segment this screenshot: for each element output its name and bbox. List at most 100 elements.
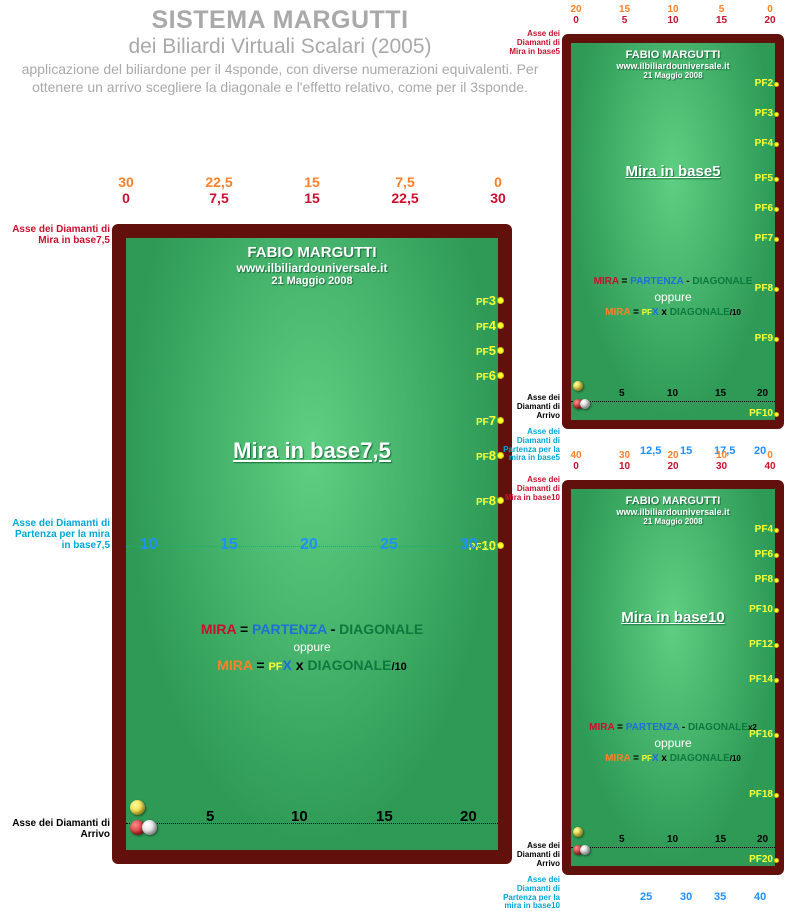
pf-label-7: PF7 [476,413,496,428]
pf-label-4: PF4 [476,318,496,333]
pf-label-7: PF7 [755,233,773,244]
table-base5: 2001551010515020 FABIO MARGUTTI www.ilbi… [562,34,784,429]
pf-dot [774,608,779,613]
arrival-scale-tick: 20 [757,388,768,399]
credit-date: 21 Maggio 2008 [126,275,498,287]
pf-label-8: PF8 [476,493,496,508]
pf-label-6: PF6 [755,203,773,214]
top-scale-tick: 200 [562,4,590,26]
pf-dot [774,177,779,182]
arrival-scale-tick: 5 [619,834,625,845]
formula-5: MIRA = PARTENZA - DIAGONALE oppure MIRA … [571,273,775,321]
label-asse-mira-75: Asse dei Diamanti di Mira in base7,5 [4,224,110,246]
arrival-scale-tick: 15 [715,834,726,845]
table-base10: 400301020201030040 FABIO MARGUTTI www.il… [562,480,784,875]
departure-tick: 40 [754,891,766,903]
departure-scale-tick: 20 [300,536,318,554]
pf-label-5: PF5 [755,173,773,184]
arrival-line-10 [571,847,775,848]
top-scale-tick: 7,522,5 [391,174,419,206]
top-scale-tick: 300 [112,174,140,206]
top-scale-tick: 155 [611,4,639,26]
pf-label-10: PF10 [749,408,773,419]
top-scale-tick: 020 [756,4,784,26]
pf-dot [497,322,504,329]
arrival-scale-tick: 10 [667,388,678,399]
credit-10: FABIO MARGUTTI www.ilbiliardouniversale.… [571,495,775,526]
balls-5 [573,378,587,414]
pf-dot [774,643,779,648]
pf-label-9: PF9 [755,333,773,344]
f-oppure: oppure [126,640,498,654]
top-scale-tick: 040 [756,450,784,472]
pf-label-4: PF4 [755,524,773,535]
pf-dot [774,528,779,533]
departure-tick: 35 [714,891,726,903]
pf-dot [774,142,779,147]
pf-dot [774,207,779,212]
pf-dot [497,347,504,354]
pf-label-2: PF2 [755,78,773,89]
pf-dot [774,858,779,863]
departure-scale-tick: 10 [140,536,158,554]
label-asse-partenza-75: Asse dei Diamanti di Partenza per la mir… [4,518,110,551]
balls-75 [130,800,154,840]
f-diagonale: DIAGONALE [339,621,423,637]
pf-dot [774,553,779,558]
pf-label-3: PF3 [476,293,496,308]
top-scale-tick: 400 [562,450,590,472]
pf-label-4: PF4 [755,138,773,149]
pf-label-6: PF6 [476,368,496,383]
pf-label-10: PF10 [749,604,773,615]
top-scale-tick: 22,57,5 [205,174,233,206]
pf-dot [774,337,779,342]
pf-label-12: PF12 [749,639,773,650]
subtitle: dei Biliardi Virtuali Scalari (2005) [10,35,550,59]
credit-site: www.ilbiliardouniversale.it [126,261,498,275]
arrival-scale-tick: 10 [667,834,678,845]
header-block: SISTEMA MARGUTTI dei Biliardi Virtuali S… [10,6,550,96]
pf-label-20: PF20 [749,854,773,865]
label-asse-mira-5: Asse dei Diamanti di Mira in base5 [500,30,560,56]
pf-label-8: PF8 [755,574,773,585]
ball-yellow [130,800,145,815]
pf-dot [497,372,504,379]
main-title: SISTEMA MARGUTTI [10,6,550,35]
top-scale-tick: 2020 [659,450,687,472]
arrival-scale-tick: 15 [376,808,393,825]
mira-title-75: Mira in base7,5 [126,438,498,464]
pf-label-3: PF3 [755,108,773,119]
pf-dot [774,793,779,798]
ball-white [142,820,157,835]
pf-dot [497,297,504,304]
arrival-line-75 [126,823,498,824]
credit-name: FABIO MARGUTTI [126,244,498,261]
label-asse-arrivo-5: Asse dei Diamanti di Arrivo [500,394,560,420]
billiard-surface-5: FABIO MARGUTTI www.ilbiliardouniversale.… [562,34,784,429]
pf-label-6: PF6 [755,549,773,560]
pf-dot [774,412,779,417]
f-mira: MIRA [201,621,236,637]
departure-scale-tick: 25 [380,536,398,554]
arrival-scale-tick: 10 [291,808,308,825]
label-asse-mira-10: Asse dei Diamanti di Mira in base10 [500,476,560,502]
formula-10: MIRA = PARTENZA - DIAGONALEx2 oppure MIR… [571,719,775,767]
pf-label-18: PF18 [749,789,773,800]
pf-dot [774,112,779,117]
departure-scale-tick: 30 [460,536,478,554]
pf-dot [497,542,504,549]
billiard-surface-10: FABIO MARGUTTI www.ilbiliardouniversale.… [562,480,784,875]
pf-dot [774,237,779,242]
top-scale-tick: 030 [484,174,512,206]
pf-label-5: PF5 [476,343,496,358]
label-asse-arrivo-10: Asse dei Diamanti di Arrivo [500,842,560,868]
credit-5: FABIO MARGUTTI www.ilbiliardouniversale.… [571,49,775,80]
formula-75: MIRA = PARTENZA - DIAGONALE oppure MIRA … [126,618,498,676]
top-scale-tick: 3010 [611,450,639,472]
mira-title-5: Mira in base5 [571,163,775,180]
arrival-scale-tick: 15 [715,388,726,399]
pf-dot [774,578,779,583]
balls-10 [573,824,587,860]
label-asse-partenza-10: Asse dei Diamanti di Partenza per la mir… [500,876,560,911]
f-partenza: PARTENZA [252,621,327,637]
